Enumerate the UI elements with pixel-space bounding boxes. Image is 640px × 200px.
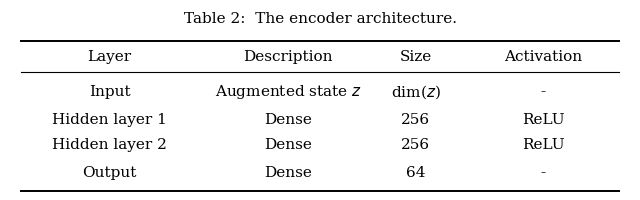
Text: 256: 256 (401, 113, 430, 127)
Text: dim($z$): dim($z$) (390, 83, 440, 101)
Text: Output: Output (83, 166, 137, 180)
Text: Activation: Activation (504, 50, 582, 64)
Text: ReLU: ReLU (522, 113, 564, 127)
Text: -: - (540, 166, 545, 180)
Text: Description: Description (243, 50, 333, 64)
Text: Hidden layer 1: Hidden layer 1 (52, 113, 167, 127)
Text: Dense: Dense (264, 138, 312, 152)
Text: Input: Input (89, 85, 131, 99)
Text: ReLU: ReLU (522, 138, 564, 152)
Text: Dense: Dense (264, 166, 312, 180)
Text: Dense: Dense (264, 113, 312, 127)
Text: -: - (540, 85, 545, 99)
Text: 256: 256 (401, 138, 430, 152)
Text: Hidden layer 2: Hidden layer 2 (52, 138, 167, 152)
Text: Size: Size (399, 50, 432, 64)
Text: 64: 64 (406, 166, 426, 180)
Text: Layer: Layer (88, 50, 132, 64)
Text: Table 2:  The encoder architecture.: Table 2: The encoder architecture. (184, 12, 456, 26)
Text: Augmented state $z$: Augmented state $z$ (214, 83, 362, 101)
